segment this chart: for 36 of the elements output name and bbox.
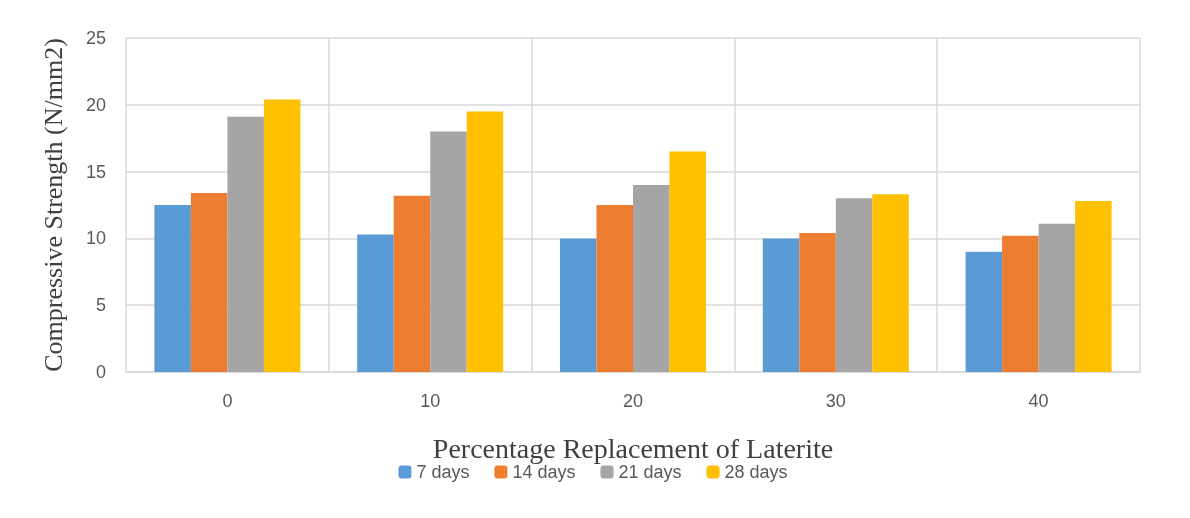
bar <box>965 251 1003 372</box>
legend-label: 7 days <box>416 462 470 482</box>
y-tick-label: 10 <box>85 228 106 249</box>
bar <box>799 233 836 372</box>
bar <box>357 234 394 372</box>
bar <box>669 151 707 372</box>
bar <box>430 131 467 372</box>
x-tick-label: 30 <box>825 391 846 411</box>
x-axis-title: Percentage Replacement of Laterite <box>432 432 834 464</box>
bar <box>762 238 800 372</box>
x-tick-label: 0 <box>222 391 233 411</box>
y-tick-label: 25 <box>85 28 106 48</box>
x-tick-label: 10 <box>420 391 441 411</box>
bar <box>393 195 431 372</box>
bar <box>835 198 873 372</box>
bar <box>466 111 504 372</box>
bar <box>1075 200 1112 372</box>
y-axis-title: Compressive Strength (N/mm2) <box>38 38 68 372</box>
bar <box>263 99 301 372</box>
bar <box>872 194 909 372</box>
y-tick-label: 15 <box>85 161 106 182</box>
x-tick-label: 20 <box>622 391 644 411</box>
bar <box>1002 235 1039 372</box>
bar <box>633 184 670 372</box>
bar <box>190 192 228 372</box>
bar <box>559 238 597 372</box>
legend-label: 28 days <box>724 462 788 482</box>
legend-label: 21 days <box>618 462 682 482</box>
bar <box>227 116 264 372</box>
y-tick-label: 5 <box>95 295 106 316</box>
bar <box>596 205 633 372</box>
bar <box>154 205 191 372</box>
y-tick-label: 0 <box>95 362 106 382</box>
y-tick-label: 20 <box>85 94 106 115</box>
bar <box>1038 223 1076 372</box>
x-tick-label: 40 <box>1028 391 1049 411</box>
